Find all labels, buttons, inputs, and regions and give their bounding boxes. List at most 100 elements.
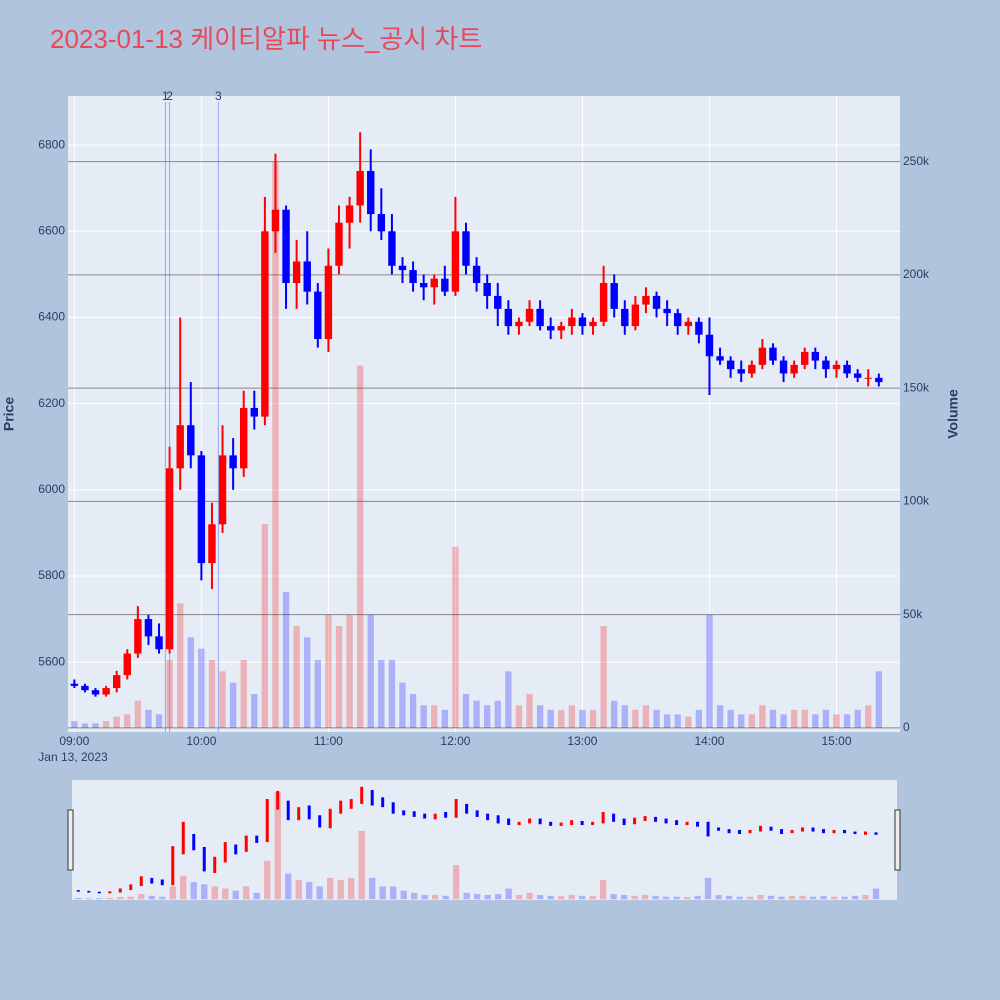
candle-body [779,360,788,374]
mini-volume-bar [683,897,691,900]
candle-body [674,313,682,327]
volume-bar [113,716,120,728]
volume-bar [790,709,798,728]
volume-bar [293,626,300,728]
candle-body [515,321,523,327]
mini-volume-bar [442,895,449,900]
y-tick-label: 6800 [38,137,65,151]
mini-volume-bar [348,877,355,900]
volume-bar [399,682,406,728]
volume-bar [409,693,417,728]
mini-volume-bar [704,877,712,900]
mini-volume-bar [536,894,544,900]
mini-volume-bar [138,894,145,900]
candle-body [81,685,89,691]
candle-body [748,364,756,374]
volume-bar [600,626,607,728]
mini-volume-bar [809,896,817,900]
volume-bar [346,614,353,728]
range-handle[interactable] [67,809,74,871]
volume-bar [558,709,565,728]
volume-bar [134,700,142,728]
volume-bar [462,693,470,728]
mini-volume-bar [148,895,155,900]
volume-bar [833,714,840,728]
x-tick-label: 14:00 [694,734,724,748]
candle-body [536,308,544,327]
mini-volume-bar [505,888,512,900]
volume-bar [632,709,639,728]
candle-body [70,683,79,686]
mini-volume-bar [547,895,554,900]
mini-volume-bar [243,886,250,900]
volume-bar [314,659,321,728]
candle-body [832,364,841,370]
mini-volume-bar [431,894,439,900]
volume-bar [568,705,576,728]
x-tick-label: 11:00 [314,734,343,748]
volume-bar [177,603,184,728]
candle-body [568,317,576,327]
candle-body [208,524,216,564]
candle-body [483,283,491,296]
mini-volume-bar [159,896,166,900]
candle-body [769,347,777,361]
volume-bar [325,614,332,728]
volume-bar [304,637,311,728]
mini-volume-bar [264,860,271,900]
y-axis-title: Price [1,397,17,431]
volume-bar [145,709,152,728]
candle-body [462,231,470,266]
mini-volume-bar [841,896,848,900]
candle-body [155,636,163,650]
mini-volume-bar [127,896,134,900]
volume-bar [272,161,279,728]
annotation-label: 1 [162,89,169,103]
candle-body [187,425,195,456]
mini-volume-bar [778,896,785,900]
candle-body [621,308,629,327]
volume-bar [801,709,808,728]
mini-volume-bar [599,880,607,900]
candle-body [599,283,608,322]
mini-volume-bar [358,830,365,900]
y2-tick-label: 250k [903,154,930,168]
volume-bar [759,705,766,728]
volume-bar [589,709,597,728]
candle-body [324,265,333,340]
volume-bar [621,705,628,728]
mini-volume-bar [694,895,701,900]
volume-bar [780,714,787,728]
mini-volume-bar [662,896,670,900]
candle-body [822,360,830,370]
mini-volume-bar [799,895,806,900]
candle-body [430,278,438,288]
candle-body [705,334,714,357]
mini-volume-bar [610,894,617,900]
candle-body [652,295,661,309]
volume-bar [685,716,692,728]
volume-bar [695,709,703,728]
mini-volume-bar [369,877,376,900]
range-handle[interactable] [894,809,901,871]
mini-volume-bar [862,894,869,900]
volume-bar [198,648,205,728]
volume-bar [124,714,131,728]
volume-bar [378,659,385,728]
y2-tick-label: 50k [903,607,923,621]
volume-bar [92,723,99,728]
x-tick-label: 09:00 [59,734,89,748]
candle-body [176,425,184,469]
volume-bar [494,700,501,728]
candle-body [123,653,131,676]
candle-body [367,170,375,215]
mini-volume-bar [652,895,659,900]
candle-body [737,369,745,374]
volume-bar [526,693,533,728]
y2-tick-label: 150k [903,380,930,394]
candle-body [314,291,322,340]
volume-bar [484,705,491,728]
candle-body [282,209,290,284]
mini-volume-bar [222,888,229,900]
volume-bar [663,714,671,728]
